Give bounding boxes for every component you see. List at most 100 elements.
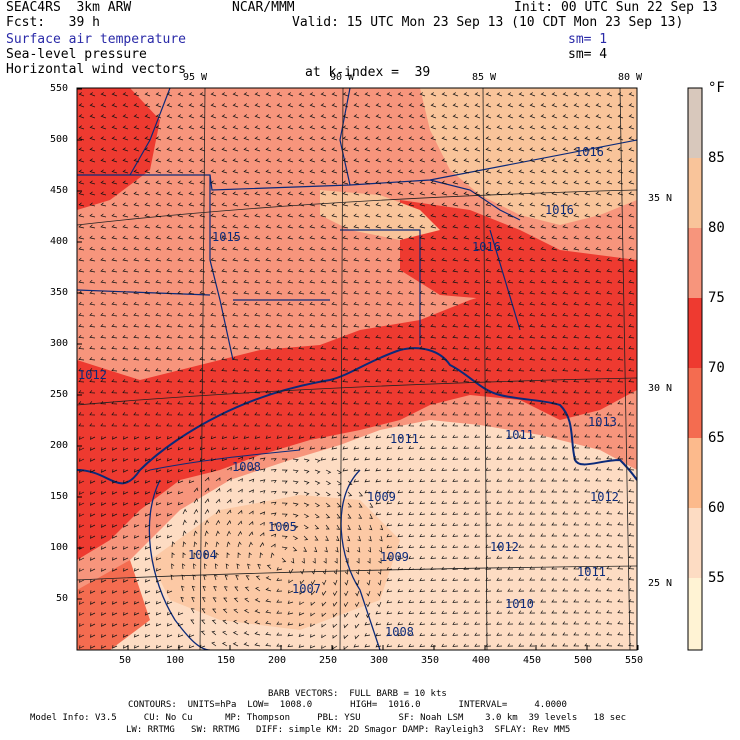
wind-barb (331, 301, 338, 306)
wind-barb (100, 202, 107, 207)
wind-barb (101, 612, 107, 616)
wind-barb (89, 379, 96, 383)
wind-barb (507, 621, 514, 625)
wind-barb (243, 136, 250, 141)
wind-barb (386, 213, 393, 218)
wind-barb (331, 368, 338, 372)
wind-barb (193, 498, 199, 504)
wind-barb (166, 103, 173, 108)
wind-barb (408, 169, 415, 174)
wind-barb (215, 487, 221, 493)
wind-barb (375, 611, 382, 615)
wind-barb (276, 390, 283, 394)
wind-barb (320, 114, 327, 119)
wind-barb (551, 345, 558, 350)
wind-barb (606, 279, 613, 284)
wind-barb (112, 601, 118, 605)
pressure-label: 1012 (590, 490, 619, 504)
wind-barb (419, 147, 426, 152)
wind-barb (628, 301, 635, 306)
wind-barb (364, 257, 371, 262)
wind-barb (298, 246, 305, 251)
wind-barb (155, 523, 162, 528)
wind-barb (419, 588, 426, 593)
wind-barb (507, 323, 514, 328)
wind-barb (122, 323, 129, 328)
wind-barb (247, 563, 251, 570)
wind-barb (232, 379, 239, 383)
wind-barb (496, 312, 503, 317)
wind-barb (347, 513, 352, 519)
wind-barb (265, 224, 272, 229)
wind-barb (210, 312, 217, 317)
wind-barb (188, 103, 195, 108)
wind-barb (573, 191, 580, 196)
wind-barb (265, 643, 272, 647)
wind-barb (354, 601, 360, 608)
wind-barb (496, 345, 503, 350)
wind-barb (419, 345, 426, 350)
wind-barb (221, 323, 228, 328)
wind-barb (463, 379, 470, 383)
wind-barb (496, 434, 503, 438)
wind-barb (265, 180, 272, 185)
wind-barb (243, 620, 250, 625)
wind-barb (529, 390, 536, 394)
wind-barb (452, 180, 459, 185)
wind-barb (518, 434, 525, 438)
wind-barb (188, 435, 195, 440)
wind-barb (507, 180, 514, 185)
wind-barb (287, 600, 294, 605)
wind-barb (166, 224, 173, 229)
wind-barb (101, 491, 107, 495)
wind-barb (378, 568, 382, 575)
wind-barb (254, 257, 261, 262)
wind-barb (474, 522, 481, 526)
wind-barb (518, 246, 525, 251)
wind-barb (364, 345, 371, 350)
wind-barb (386, 489, 393, 494)
wind-barb (617, 566, 624, 570)
wind-barb (342, 158, 349, 163)
wind-barb (430, 268, 437, 273)
wind-barb (100, 423, 107, 427)
wind-barb (111, 290, 118, 295)
wind-barb (320, 92, 327, 97)
wind-barb (397, 136, 404, 141)
wind-barb (419, 246, 426, 251)
wind-barb (562, 345, 569, 350)
wind-barb (474, 345, 481, 350)
wind-barb (237, 467, 243, 471)
wind-barb (584, 478, 591, 482)
wind-barb (441, 290, 448, 295)
wind-barb (617, 599, 624, 603)
wind-barb (248, 541, 253, 548)
wind-barb (204, 476, 210, 482)
wind-barb (496, 213, 503, 218)
wind-barb (298, 390, 305, 394)
wind-barb (364, 490, 371, 494)
wind-barb (243, 642, 250, 647)
wind-barb (320, 180, 327, 185)
wind-barb (221, 401, 228, 405)
wind-barb (298, 268, 305, 273)
wind-barb (199, 446, 206, 451)
wind-barb (112, 436, 118, 440)
wind-barb (188, 246, 195, 251)
wind-barb (265, 323, 272, 328)
wind-barb (353, 180, 360, 185)
wind-barb (353, 357, 360, 361)
wind-barb (79, 546, 85, 550)
pressure-label: 1012 (78, 368, 107, 382)
wind-barb (199, 268, 206, 273)
wind-barb (496, 323, 503, 328)
wind-barb (606, 357, 613, 361)
wind-barb (232, 312, 239, 317)
wind-barb (452, 467, 459, 471)
wind-barb (353, 423, 360, 427)
wind-barb (364, 224, 371, 229)
wind-barb (474, 434, 481, 438)
wind-barb (463, 180, 470, 185)
wind-barb (335, 535, 340, 542)
wind-barb (386, 246, 393, 251)
